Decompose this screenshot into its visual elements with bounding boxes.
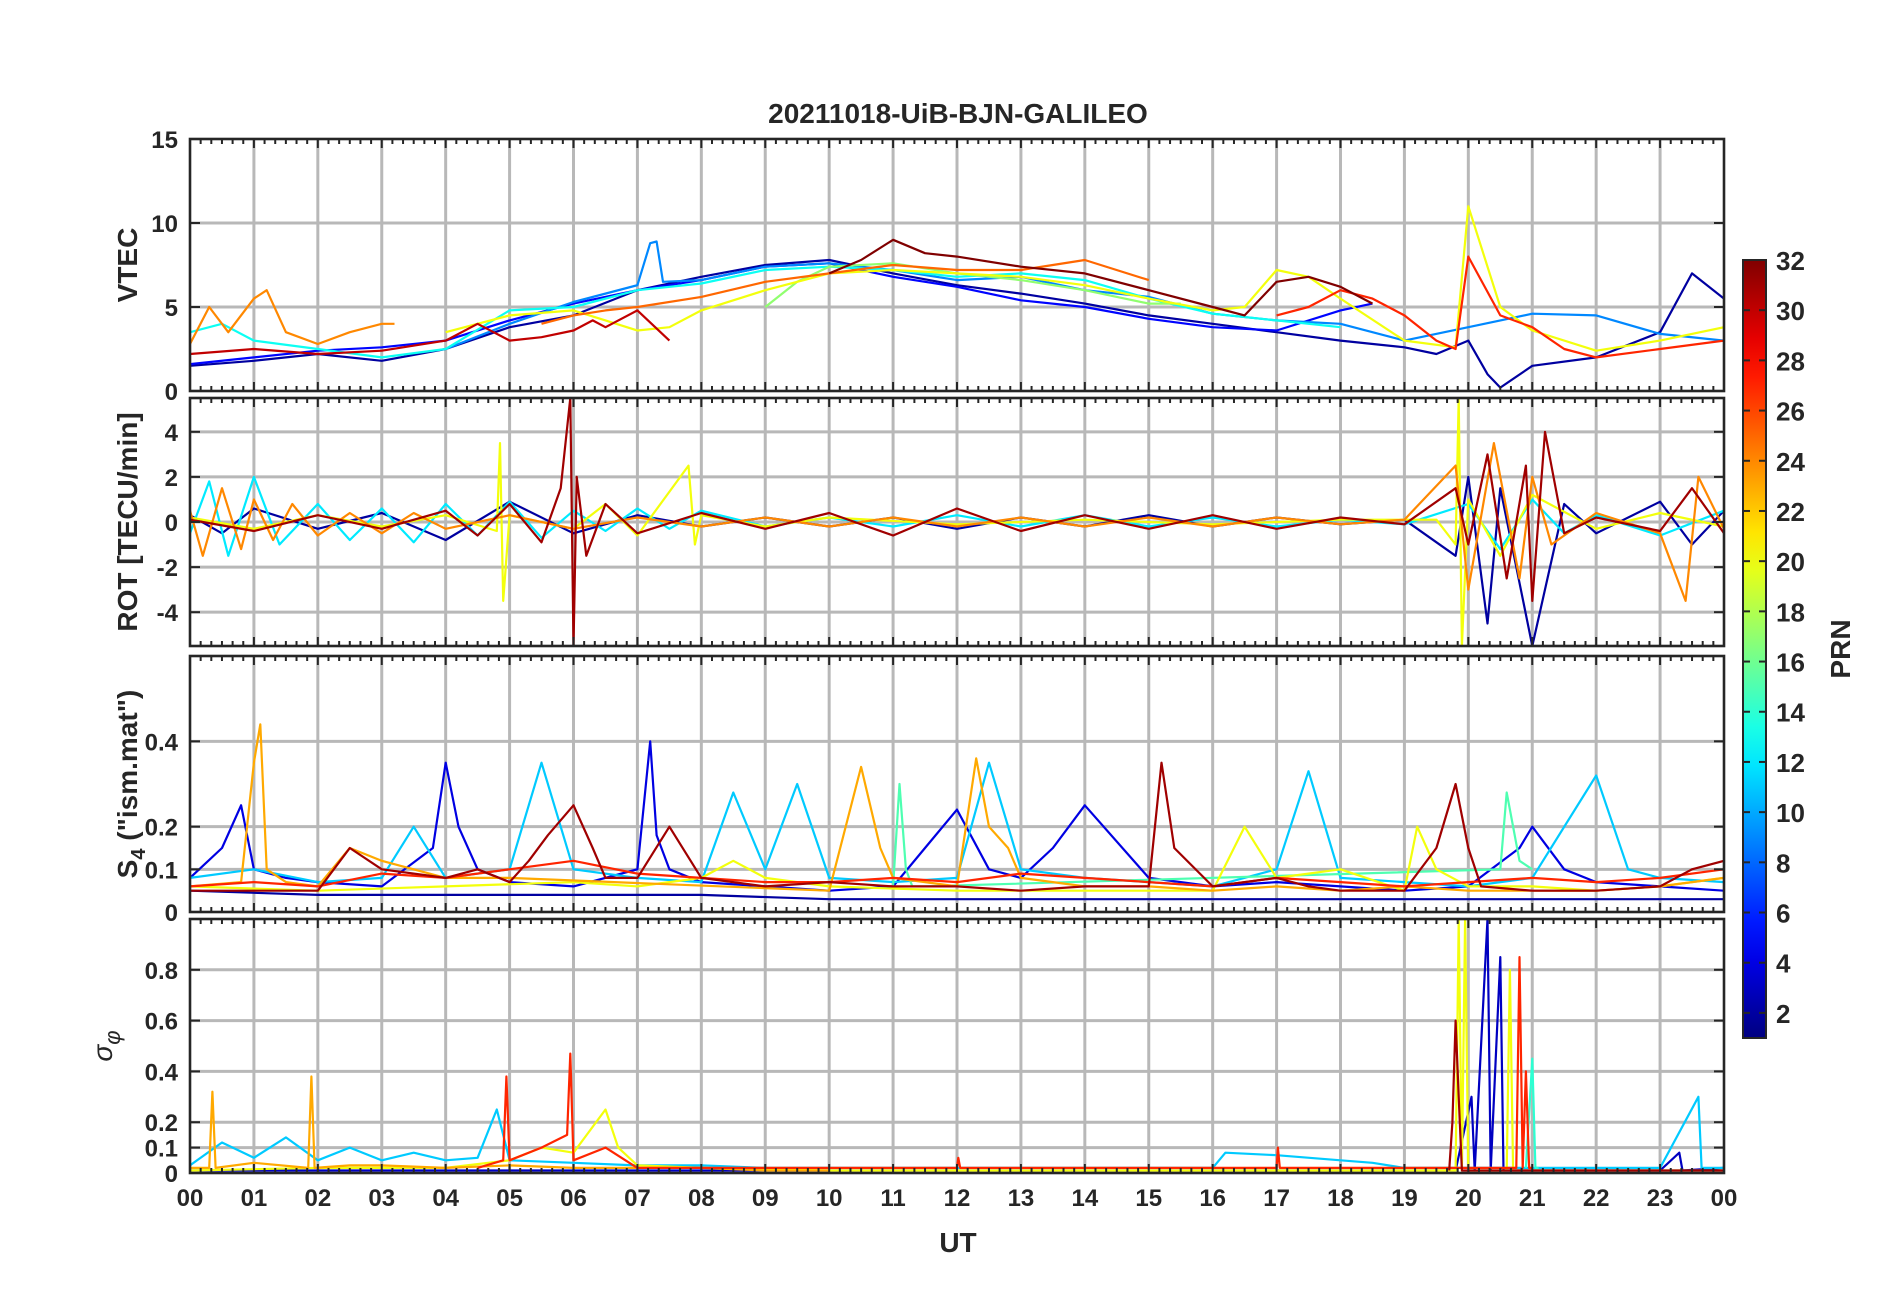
x-tick-label: 21 (1519, 1185, 1546, 1212)
x-tick-label: 17 (1263, 1185, 1290, 1212)
colorbar: 32 30 28 26 24 22 20 18 16 14 12 10 8 6 4 2 PRN (1742, 246, 1856, 1039)
colorbar-tick-label: 20 (1776, 547, 1805, 577)
x-tick-label: 06 (560, 1185, 587, 1212)
x-tick-label: 00 (1711, 1185, 1738, 1212)
panel-vtec-ylabel: VTEC (112, 228, 143, 303)
colorbar-tick-label: 12 (1776, 748, 1805, 778)
colorbar-tick-label: 28 (1776, 346, 1805, 376)
x-tick-label: 05 (496, 1185, 523, 1212)
y-tick-label: 0 (165, 900, 178, 927)
y-tick-label: 0.1 (145, 1136, 178, 1163)
y-tick-label: 0.4 (145, 1059, 179, 1086)
colorbar-tick-label: 2 (1776, 999, 1790, 1029)
trace-sigma-phi-prn-14 (1524, 1057, 1539, 1170)
y-tick-label: 10 (151, 211, 178, 238)
x-tick-label: 23 (1647, 1185, 1674, 1212)
trace-vtec-prn-27 (1276, 255, 1724, 359)
y-tick-label: 5 (165, 295, 178, 322)
x-tick-label: 07 (624, 1185, 651, 1212)
y-tick-label: 0 (165, 1161, 178, 1188)
y-tick-label: -2 (157, 555, 178, 582)
colorbar-gradient (1742, 259, 1767, 1039)
trace-s4-prn-31 (190, 761, 1724, 892)
panel-s4: 0.4 0.2 0.1 0 S4 ("ism.mat") (112, 654, 1726, 927)
x-tick-label: 18 (1327, 1185, 1354, 1212)
y-tick-label: 0 (165, 379, 178, 406)
panel-rot: 4 2 0 -2 -4 ROT [TECU/min] (112, 396, 1726, 648)
colorbar-tick-label: 4 (1776, 949, 1791, 979)
panel-s4-ylabel: S4 ("ism.mat") (112, 690, 150, 879)
x-tick-label: 19 (1391, 1185, 1418, 1212)
colorbar-label: PRN (1825, 619, 1856, 678)
x-tick-label: 13 (1008, 1185, 1035, 1212)
trace-vtec-prn-24 (190, 289, 395, 346)
trace-rot-prn-12 (190, 475, 1724, 557)
x-tick-label: 08 (688, 1185, 715, 1212)
colorbar-tick-label: 32 (1776, 246, 1805, 276)
trace-vtec-prn-9 (445, 240, 1724, 351)
panel-s4-ylabel-sub: 4 (128, 848, 150, 860)
x-tick-label: 12 (944, 1185, 971, 1212)
y-tick-label: 0 (165, 510, 178, 537)
colorbar-tick-label: 6 (1776, 899, 1790, 929)
colorbar-tick-label: 10 (1776, 798, 1805, 828)
y-tick-label: -4 (157, 600, 179, 627)
colorbar-tick-label: 18 (1776, 597, 1805, 627)
y-tick-label: 0.6 (145, 1009, 178, 1036)
x-axis-label: UT (939, 1227, 976, 1258)
x-tick-label: 10 (816, 1185, 843, 1212)
x-tick-label: 01 (241, 1185, 268, 1212)
x-tick-label: 16 (1199, 1185, 1226, 1212)
y-tick-label: 0.2 (145, 815, 178, 842)
panel-vtec: 15 10 5 0 VTEC (112, 127, 1726, 406)
panel-rot-ylabel: ROT [TECU/min] (112, 412, 143, 631)
y-tick-label: 15 (151, 127, 178, 154)
y-tick-label: 4 (165, 420, 179, 447)
panel-sigma-phi-ylabel-main: σ (87, 1044, 118, 1062)
colorbar-tick-label: 16 (1776, 648, 1805, 678)
x-tick-label: 09 (752, 1185, 779, 1212)
trace-vtec-prn-32 (828, 238, 1374, 317)
trace-vtec-prn-2 (190, 258, 1724, 389)
panel-sigma-phi-ylabel: σφ (87, 1030, 125, 1061)
x-tick-label: 11 (880, 1185, 905, 1212)
y-tick-label: 2 (165, 465, 178, 492)
y-tick-label: 0.4 (145, 729, 179, 756)
x-tick-label: 03 (368, 1185, 395, 1212)
x-tick-label: 14 (1071, 1185, 1098, 1212)
panel-s4-ylabel-rest: ("ism.mat") (112, 690, 143, 849)
panel-sigma-phi: 0.8 0.6 0.4 0.20.10 σφ (87, 917, 1726, 1188)
x-tick-label: 00 (177, 1185, 204, 1212)
x-tick-label: 15 (1135, 1185, 1162, 1212)
trace-vtec-prn-30 (190, 309, 671, 356)
colorbar-tick-label: 8 (1776, 848, 1790, 878)
trace-sigma-phi-prn-27 (477, 955, 1533, 1170)
x-tick-label: 20 (1455, 1185, 1482, 1212)
y-tick-label: 0.8 (145, 958, 178, 985)
x-tick-label: 22 (1583, 1185, 1610, 1212)
chart-title: 20211018-UiB-BJN-GALILEO (768, 98, 1148, 129)
y-tick-label: 0.2 (145, 1110, 178, 1137)
y-tick-label: 0.1 (145, 857, 178, 884)
x-axis: 00 01 02 03 04 05 06 07 08 09 10 11 12 13 14 15 16 17 18 19… (177, 1185, 1738, 1212)
trace-rot-prn-31 (190, 398, 1724, 646)
trace-rot-prn-20 (190, 398, 1724, 646)
colorbar-tick-label: 24 (1776, 447, 1805, 477)
colorbar-tick-label: 14 (1776, 698, 1805, 728)
trace-vtec-prn-20 (445, 205, 1724, 352)
x-tick-label: 02 (304, 1185, 331, 1212)
trace-vtec-prn-5 (190, 262, 1373, 366)
colorbar-tick-label: 22 (1776, 497, 1805, 527)
trace-s4-prn-2 (190, 889, 1724, 901)
panel-sigma-phi-ylabel-sub: φ (100, 1030, 125, 1044)
colorbar-tick-label: 30 (1776, 296, 1805, 326)
panel-s4-ylabel-main: S (112, 860, 143, 879)
colorbar-tick-label: 26 (1776, 397, 1805, 427)
x-tick-label: 04 (432, 1185, 459, 1212)
